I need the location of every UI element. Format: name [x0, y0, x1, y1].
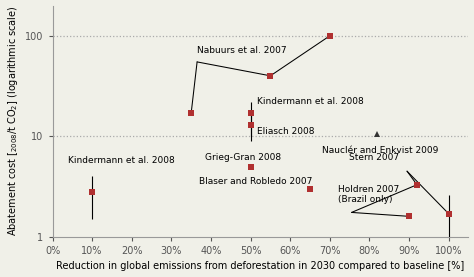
Text: Nabuurs et al. 2007: Nabuurs et al. 2007	[197, 46, 287, 55]
X-axis label: Reduction in global emissions from deforestation in 2030 compared to baseline [%: Reduction in global emissions from defor…	[56, 261, 465, 271]
Text: Kindermann et al. 2008: Kindermann et al. 2008	[256, 97, 363, 106]
Text: Kindermann et al. 2008: Kindermann et al. 2008	[68, 156, 175, 165]
Text: Stern 2007: Stern 2007	[349, 153, 399, 162]
Y-axis label: Abatement cost [$_{2008}$/t CO$_2$] (logarithmic scale): Abatement cost [$_{2008}$/t CO$_2$] (log…	[6, 6, 19, 237]
Text: Blaser and Robledo 2007: Blaser and Robledo 2007	[199, 177, 312, 186]
Text: Eliasch 2008: Eliasch 2008	[256, 127, 314, 136]
Text: Holdren 2007
(Brazil only): Holdren 2007 (Brazil only)	[337, 185, 399, 204]
Text: Grieg-Gran 2008: Grieg-Gran 2008	[205, 153, 281, 162]
Text: Nauclér and Enkvist 2009: Nauclér and Enkvist 2009	[322, 146, 438, 155]
